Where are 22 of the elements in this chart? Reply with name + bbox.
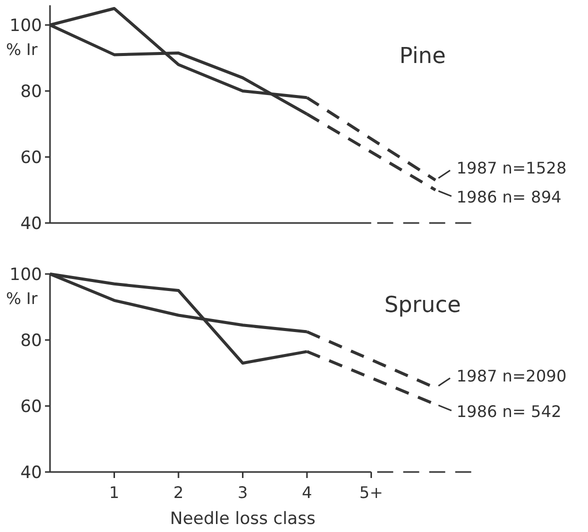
y-tick-label: 40	[20, 462, 42, 483]
y-tick-label: 40	[20, 214, 42, 234]
y-axis-title: % Ir	[6, 289, 38, 308]
y-axis-title: % Ir	[6, 40, 38, 59]
legend-label: 1986 n= 542	[456, 402, 562, 421]
legend-label: 1987 n=2090	[456, 366, 567, 386]
x-tick-label: 3	[238, 483, 248, 502]
y-tick-label: 100	[10, 264, 42, 285]
x-tick-label: 5+	[359, 483, 384, 502]
y-tick-label: 60	[20, 148, 42, 168]
text: Spruce	[384, 293, 461, 318]
text: Pine	[399, 44, 446, 69]
x-tick-label: 1	[109, 483, 120, 502]
y-tick-label: 80	[20, 82, 42, 102]
x-tick-label: 4	[302, 483, 312, 502]
x-tick-label: 2	[173, 483, 184, 502]
y-tick-label: 80	[20, 330, 42, 351]
y-tick-label: 100	[10, 16, 42, 36]
legend-label: 1987 n=1528	[456, 158, 567, 178]
x-axis-title: Needle loss class	[170, 509, 316, 529]
legend-label: 1986 n= 894	[456, 188, 562, 207]
y-tick-label: 60	[20, 396, 42, 417]
